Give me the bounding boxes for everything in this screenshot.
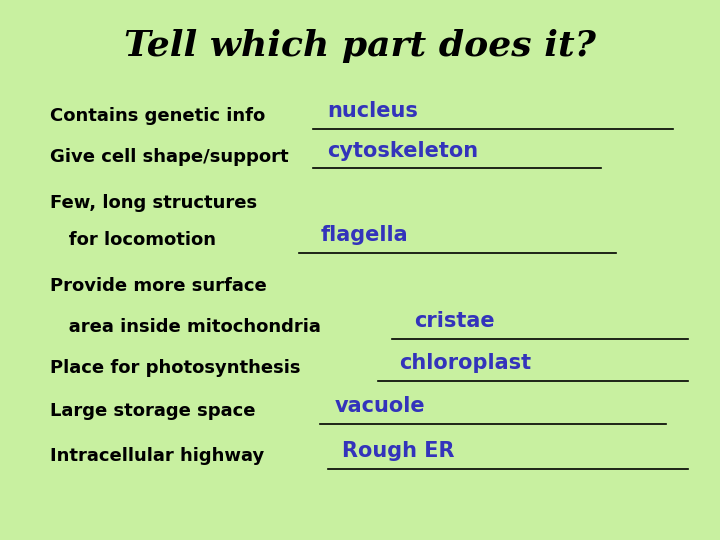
Text: Intracellular highway: Intracellular highway: [50, 447, 265, 465]
Text: Place for photosynthesis: Place for photosynthesis: [50, 359, 301, 377]
Text: Few, long structures: Few, long structures: [50, 193, 258, 212]
Text: Provide more surface: Provide more surface: [50, 277, 267, 295]
Text: Tell which part does it?: Tell which part does it?: [124, 29, 596, 63]
Text: vacuole: vacuole: [335, 396, 426, 416]
Text: Contains genetic info: Contains genetic info: [50, 107, 266, 125]
Text: cristae: cristae: [414, 311, 495, 332]
Text: for locomotion: for locomotion: [50, 231, 217, 249]
Text: nucleus: nucleus: [328, 100, 418, 121]
Text: Rough ER: Rough ER: [342, 441, 454, 461]
Text: area inside mitochondria: area inside mitochondria: [50, 318, 321, 336]
Text: cytoskeleton: cytoskeleton: [328, 141, 479, 161]
Text: chloroplast: chloroplast: [400, 353, 532, 373]
Text: Give cell shape/support: Give cell shape/support: [50, 147, 289, 166]
Text: flagella: flagella: [320, 225, 408, 245]
Text: Large storage space: Large storage space: [50, 402, 256, 421]
